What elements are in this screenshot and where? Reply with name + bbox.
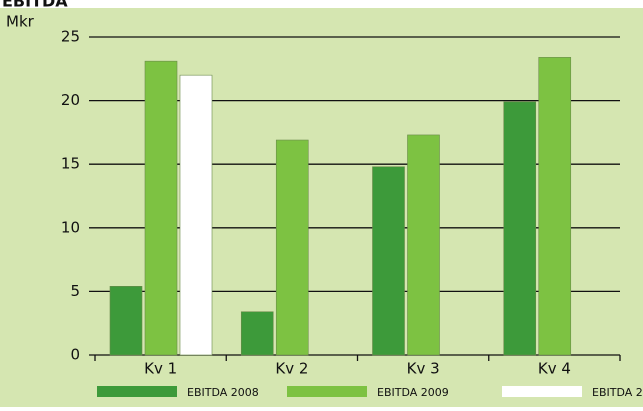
legend-label: EBITDA 2010 — [592, 386, 643, 399]
y-tick-label: 20 — [61, 91, 80, 109]
y-tick-label: 5 — [70, 282, 80, 300]
legend-swatch — [97, 386, 177, 397]
legend-swatch — [287, 386, 367, 397]
legend-label: EBITDA 2009 — [377, 386, 449, 399]
legend-label: EBITDA 2008 — [187, 386, 259, 399]
y-tick-label: 0 — [70, 346, 80, 364]
bar — [109, 286, 143, 356]
bar — [538, 57, 572, 356]
bar — [407, 134, 440, 356]
y-tick-label: 10 — [61, 218, 80, 236]
x-tick-label: Kv 2 — [275, 360, 308, 378]
bar — [503, 101, 537, 356]
y-axis-label: Mkr — [6, 13, 35, 31]
bar — [372, 166, 405, 356]
x-tick-label: Kv 1 — [144, 360, 177, 378]
bar — [240, 311, 274, 356]
y-tick-label: 15 — [61, 155, 80, 173]
x-tick-label: Kv 3 — [407, 360, 440, 378]
x-tick-label: Kv 4 — [538, 360, 571, 378]
chart-title: EBITDA — [2, 0, 68, 11]
y-tick-label: 25 — [61, 28, 80, 46]
bar — [144, 60, 178, 356]
bar — [275, 139, 309, 356]
legend-swatch — [502, 386, 582, 397]
bar — [179, 74, 213, 356]
